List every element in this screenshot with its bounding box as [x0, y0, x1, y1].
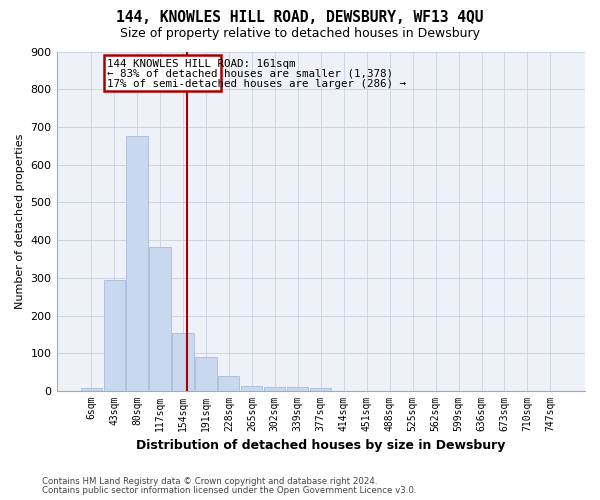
Text: ← 83% of detached houses are smaller (1,378): ← 83% of detached houses are smaller (1,… — [107, 69, 392, 79]
Bar — [218, 376, 239, 391]
Text: 144, KNOWLES HILL ROAD, DEWSBURY, WF13 4QU: 144, KNOWLES HILL ROAD, DEWSBURY, WF13 4… — [116, 10, 484, 25]
X-axis label: Distribution of detached houses by size in Dewsbury: Distribution of detached houses by size … — [136, 440, 505, 452]
Text: Contains public sector information licensed under the Open Government Licence v3: Contains public sector information licen… — [42, 486, 416, 495]
Y-axis label: Number of detached properties: Number of detached properties — [15, 134, 25, 309]
Bar — [104, 56, 221, 91]
Bar — [104, 280, 125, 391]
Text: 144 KNOWLES HILL ROAD: 161sqm: 144 KNOWLES HILL ROAD: 161sqm — [107, 59, 295, 69]
Text: Contains HM Land Registry data © Crown copyright and database right 2024.: Contains HM Land Registry data © Crown c… — [42, 477, 377, 486]
Bar — [127, 136, 148, 391]
Bar — [149, 246, 170, 391]
Text: Size of property relative to detached houses in Dewsbury: Size of property relative to detached ho… — [120, 28, 480, 40]
Bar — [80, 388, 101, 391]
Bar — [310, 388, 331, 391]
Bar — [264, 386, 286, 391]
Bar — [241, 386, 262, 391]
Bar — [172, 332, 194, 391]
Bar — [196, 357, 217, 391]
Bar — [287, 387, 308, 391]
Text: 17% of semi-detached houses are larger (286) →: 17% of semi-detached houses are larger (… — [107, 78, 406, 88]
